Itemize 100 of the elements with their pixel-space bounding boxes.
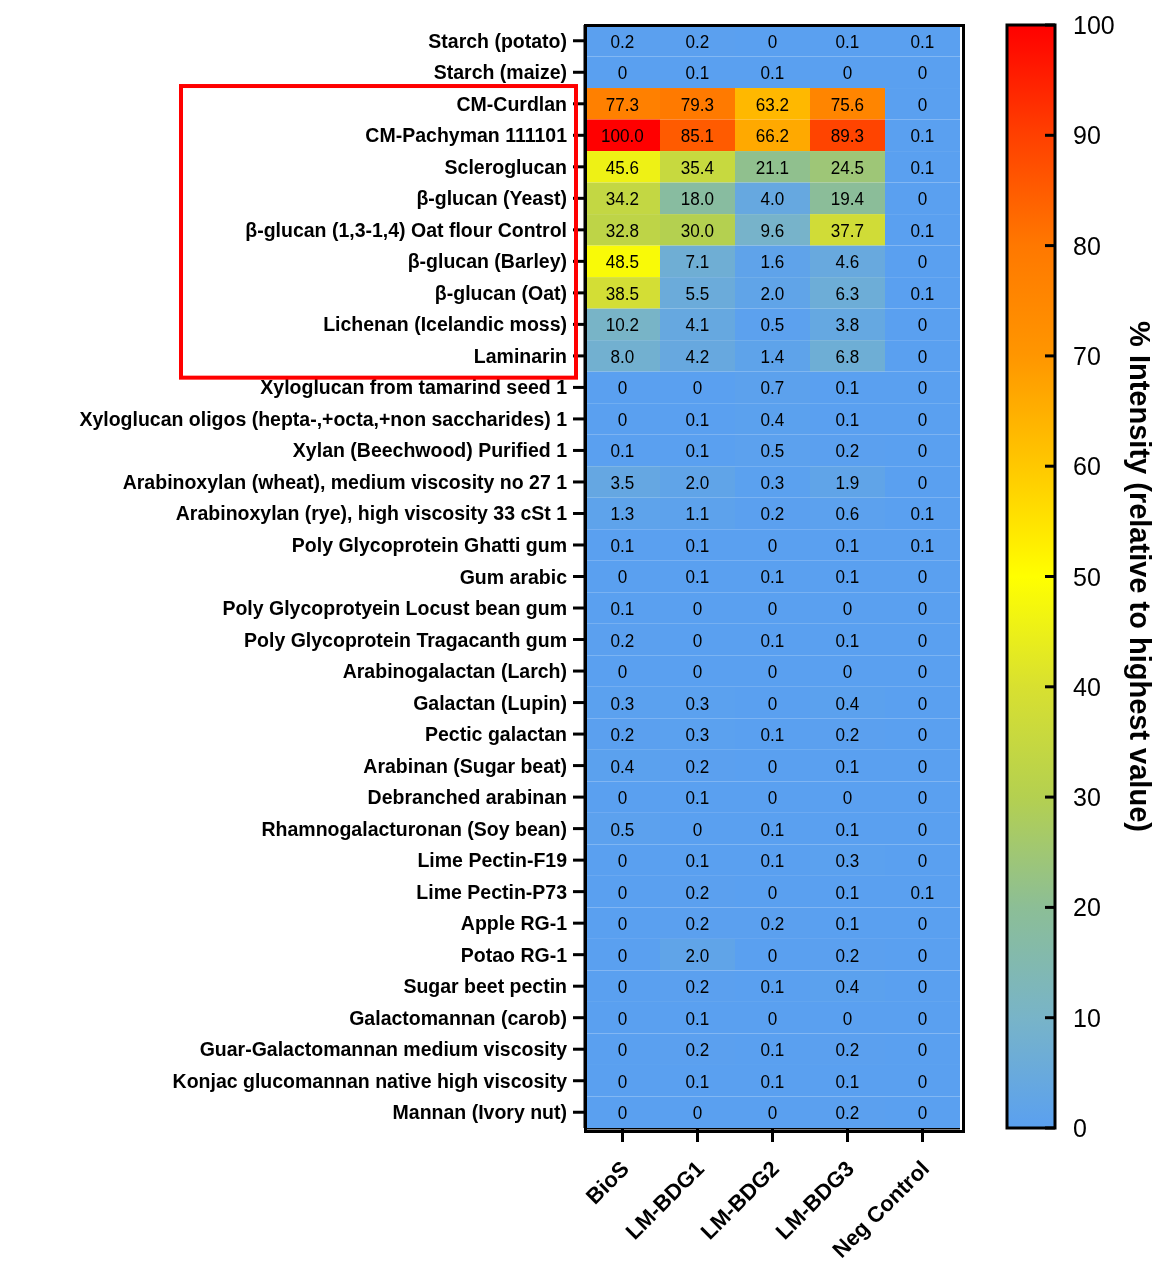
data-label: 0.1 — [685, 1007, 710, 1029]
data-label: 63.2 — [755, 93, 790, 115]
data-label: 0 — [917, 787, 928, 809]
data-label: 0 — [617, 409, 628, 431]
y-tick-label: Xylan (Beechwood) Purified 1 — [292, 439, 568, 462]
data-label: 0 — [917, 913, 928, 935]
y-tick-label: CM-Curdlan — [456, 92, 567, 115]
y-tick-label: β-glucan (Yeast) — [416, 187, 567, 210]
data-label: 0.1 — [685, 409, 710, 431]
data-label: 0 — [917, 314, 928, 336]
data-label: 0 — [617, 850, 628, 872]
data-label: 2.0 — [685, 472, 710, 494]
data-label: 89.3 — [830, 125, 865, 147]
data-label: 0.1 — [760, 629, 785, 651]
y-tick-label: Rhamnogalacturonan (Soy bean) — [261, 817, 567, 840]
data-label: 0.1 — [835, 629, 860, 651]
data-label: 0 — [767, 535, 778, 557]
color-bar-label: 40 — [1073, 672, 1101, 701]
data-label: 100.0 — [601, 125, 644, 147]
data-label: 0 — [917, 818, 928, 840]
y-tick-label: Sugar beet pectin — [403, 975, 567, 998]
data-label: 66.2 — [755, 125, 790, 147]
data-label: 77.3 — [605, 93, 640, 115]
data-label: 0.3 — [610, 692, 635, 714]
data-label: 0 — [917, 188, 928, 210]
data-label: 3.5 — [610, 472, 635, 494]
data-label: 0.2 — [685, 755, 710, 777]
data-label: 0 — [917, 472, 928, 494]
data-label: 0 — [917, 377, 928, 399]
data-label: 0.2 — [835, 1102, 860, 1124]
data-label: 18.0 — [680, 188, 715, 210]
data-label: 0.2 — [685, 30, 710, 52]
data-label: 1.4 — [760, 346, 785, 368]
data-label: 0 — [842, 787, 853, 809]
data-label: 0 — [917, 755, 928, 777]
data-label: 21.1 — [755, 157, 790, 179]
data-label: 0.1 — [760, 1070, 785, 1092]
data-label: 0 — [617, 913, 628, 935]
data-label: 0.2 — [760, 913, 785, 935]
data-label: 0.1 — [835, 1070, 860, 1092]
color-bar-label: 0 — [1073, 1114, 1087, 1142]
data-label: 6.3 — [835, 283, 860, 305]
data-label: 0 — [617, 944, 628, 966]
data-label: 79.3 — [680, 93, 715, 115]
data-label: 0 — [917, 598, 928, 620]
data-label: 0.4 — [760, 409, 785, 431]
y-tick-label: Arabinogalactan (Larch) — [342, 660, 567, 683]
data-label: 0.1 — [760, 62, 785, 84]
data-label: 0 — [917, 850, 928, 872]
data-label: 1.9 — [835, 472, 860, 494]
data-label: 0.1 — [835, 566, 860, 588]
data-label: 0.1 — [685, 535, 710, 557]
data-label: 0 — [767, 881, 778, 903]
data-label: 0 — [842, 62, 853, 84]
data-label: 3.8 — [835, 314, 860, 336]
data-label: 0.2 — [685, 1039, 710, 1061]
data-label: 24.5 — [830, 157, 865, 179]
y-tick-label: Debranched arabinan — [367, 786, 567, 809]
data-label: 0.2 — [610, 30, 635, 52]
data-label: 0.2 — [760, 503, 785, 525]
data-label: 0 — [767, 1007, 778, 1029]
data-label: 0 — [917, 1102, 928, 1124]
y-tick-label: Lime Pectin-P73 — [416, 880, 568, 903]
data-label: 0 — [917, 661, 928, 683]
data-label: 0.1 — [685, 850, 710, 872]
data-label: 0.6 — [835, 503, 860, 525]
data-label: 0 — [767, 30, 778, 52]
data-label: 0.2 — [835, 724, 860, 746]
data-label: 0 — [692, 598, 703, 620]
data-label: 0.1 — [835, 535, 860, 557]
data-label: 4.6 — [835, 251, 860, 273]
data-label: 0.1 — [910, 503, 935, 525]
data-label: 0 — [617, 1102, 628, 1124]
data-label: 4.0 — [760, 188, 785, 210]
data-label: 0.1 — [760, 818, 785, 840]
color-bar-label: 20 — [1073, 893, 1101, 922]
data-label: 0.5 — [610, 818, 635, 840]
data-label: 5.5 — [685, 283, 710, 305]
data-label: 8.0 — [610, 346, 635, 368]
data-label: 0 — [917, 692, 928, 714]
data-label: 0 — [917, 440, 928, 462]
data-label: 0.2 — [835, 944, 860, 966]
data-label: 0.3 — [685, 724, 710, 746]
data-label: 0 — [917, 1070, 928, 1092]
y-tick-label: Apple RG-1 — [460, 912, 568, 935]
data-label: 0 — [617, 787, 628, 809]
data-label: 0 — [917, 62, 928, 84]
y-tick-label: β-glucan (Barley) — [407, 250, 567, 273]
y-tick-label: Starch (maize) — [433, 61, 567, 84]
data-label: 0.1 — [610, 598, 635, 620]
data-label: 0 — [617, 661, 628, 683]
y-tick-label: Poly Glycoprotein Ghatti gum — [291, 533, 567, 556]
data-label: 0.2 — [685, 913, 710, 935]
data-label: 0.2 — [610, 629, 635, 651]
data-label: 32.8 — [605, 220, 640, 242]
data-label: 1.3 — [610, 503, 635, 525]
data-label: 0 — [767, 944, 778, 966]
data-label: 2.0 — [685, 944, 710, 966]
y-tick-label: Galactomannan (carob) — [349, 1006, 567, 1029]
data-label: 0 — [617, 881, 628, 903]
